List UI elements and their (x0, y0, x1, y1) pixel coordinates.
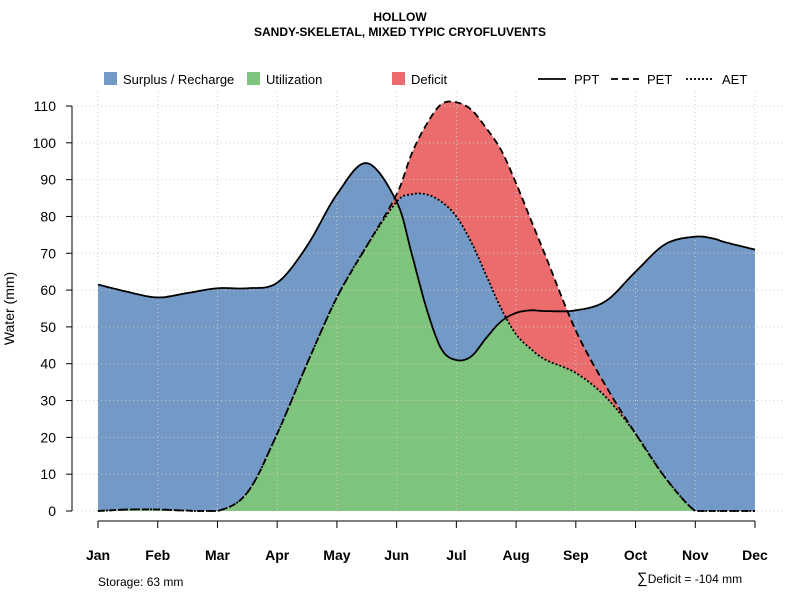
legend-swatch (104, 72, 117, 85)
x-tick-label: Nov (682, 547, 709, 563)
y-tick-label: 20 (40, 429, 56, 445)
x-tick-label: Mar (205, 547, 230, 563)
legend-swatch (392, 72, 405, 85)
x-tick-label: Apr (265, 547, 290, 563)
series-lines (97, 100, 756, 512)
chart-subtitle: SANDY-SKELETAL, MIXED TYPIC CRYOFLUVENTS (253, 25, 547, 39)
y-axis-label: Water (mm) (1, 272, 17, 345)
legend-swatch (247, 72, 260, 85)
x-tick-label: Sep (563, 547, 589, 563)
y-tick-label: 90 (40, 172, 56, 188)
x-tick-label: Oct (624, 547, 648, 563)
series-line-ppt (97, 162, 756, 362)
axes: 0 10 20 30 40 50 60 70 80 90 100 110 Water (mm) Jan Fe… (1, 98, 768, 563)
x-tick-label: Dec (742, 547, 768, 563)
y-tick-label: 50 (40, 319, 56, 335)
legend: Surplus / Recharge Utilization Deficit PPT P… (104, 72, 747, 87)
x-tick-label: Jul (446, 547, 466, 563)
y-tick-label: 30 (40, 393, 56, 409)
utilization-area (98, 201, 755, 511)
y-tick-label: 0 (48, 503, 56, 519)
y-tick-label: 40 (40, 356, 56, 372)
y-tick-label: 100 (33, 135, 57, 151)
legend-label: Surplus / Recharge (123, 72, 234, 87)
legend-label: PPT (574, 72, 599, 87)
deficit-area (98, 101, 755, 511)
x-tick-label: Feb (145, 547, 170, 563)
x-tick-label: Jun (384, 547, 409, 563)
deficit-note-text: Deficit = -104 mm (647, 572, 743, 586)
chart-title: HOLLOW (373, 10, 427, 24)
y-tick-label: 60 (40, 282, 56, 298)
fill-areas (98, 101, 755, 511)
y-tick-label: 10 (40, 466, 56, 482)
legend-label: Deficit (411, 72, 448, 87)
series-line-aet (97, 192, 755, 512)
storage-note: Storage: 63 mm (98, 575, 184, 589)
deficit-note: ∑Deficit = -104 mm (637, 570, 742, 587)
y-tick-label: 110 (34, 98, 57, 114)
legend-label: AET (722, 72, 747, 87)
sum-symbol: ∑ (637, 570, 648, 587)
surplus-recharge-area (98, 163, 755, 511)
series-line-pet (97, 100, 755, 512)
y-tick-label: 70 (40, 245, 56, 261)
legend-label: PET (647, 72, 672, 87)
legend-label: Utilization (266, 72, 322, 87)
x-tick-label: Jan (86, 547, 110, 563)
x-tick-label: May (323, 547, 350, 563)
x-tick-label: Aug (502, 547, 529, 563)
y-tick-label: 80 (40, 208, 56, 224)
